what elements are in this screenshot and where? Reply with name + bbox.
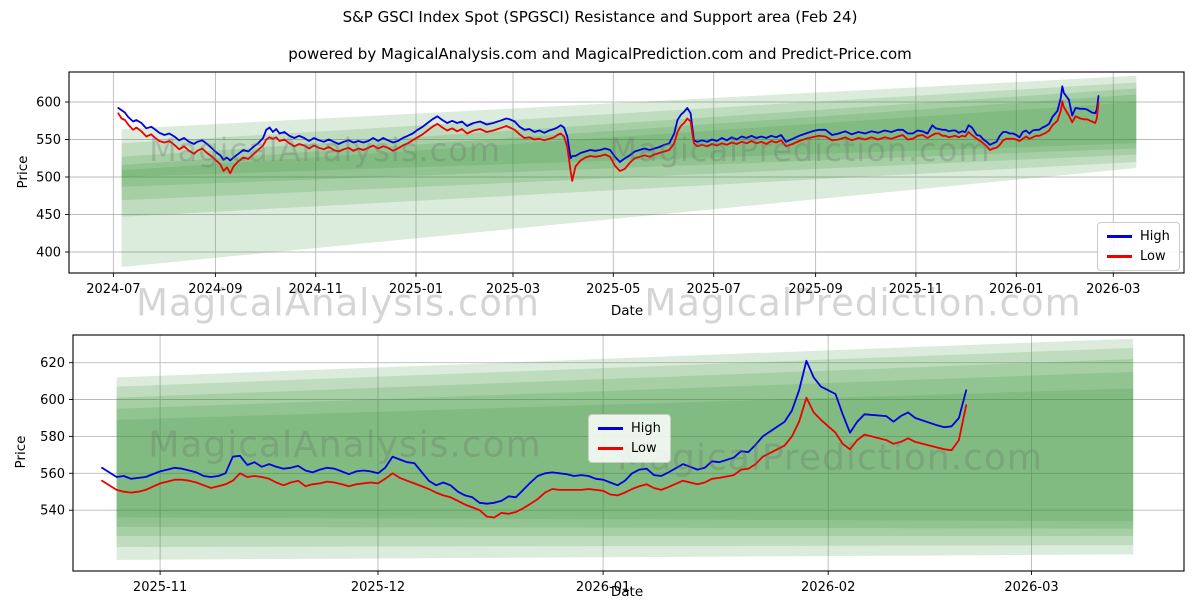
y-tick-label: 600 (40, 393, 65, 408)
x-tick-label: 2024-07 (86, 282, 140, 297)
legend-item-high: High (1107, 229, 1170, 244)
x-tick-label: 2025-11 (889, 282, 943, 297)
y-tick-label: 450 (36, 208, 61, 223)
support-resistance-band (121, 102, 1137, 177)
bottom-chart-legend: High Low (588, 414, 671, 463)
bottom-chart-y-axis-label: Price (13, 435, 29, 469)
low-line-swatch (1107, 255, 1132, 258)
legend-label-high: High (631, 421, 661, 436)
axes-frame (68, 71, 1185, 274)
legend-label-low: Low (1140, 249, 1166, 264)
x-tick-label: 2025-12 (351, 580, 405, 595)
figure-title: S&P GSCI Index Spot (SPGSCI) Resistance … (342, 8, 858, 26)
y-tick-label: 500 (36, 171, 61, 186)
x-tick-label: 2025-05 (586, 282, 640, 297)
low-line-swatch (598, 447, 623, 450)
x-tick-label: 2025-07 (687, 282, 741, 297)
legend-item-low: Low (1107, 249, 1170, 264)
bottom-chart-x-axis-label: Date (610, 584, 644, 600)
x-tick-label: 2025-03 (486, 282, 540, 297)
low-line (117, 100, 1100, 182)
x-tick-label: 2026-02 (801, 580, 855, 595)
low-line (101, 396, 968, 519)
y-tick-label: 550 (36, 133, 61, 148)
top-chart-legend: High Low (1097, 222, 1180, 271)
y-tick-label: 580 (40, 430, 65, 445)
axes-frame (72, 334, 1185, 572)
support-resistance-band (121, 88, 1137, 201)
legend-item-high: High (598, 421, 661, 436)
figure-subtitle: powered by MagicalAnalysis.com and Magic… (288, 45, 912, 63)
support-resistance-band (121, 75, 1137, 267)
support-resistance-band (121, 94, 1137, 187)
top-chart-x-axis-label: Date (610, 303, 644, 319)
x-tick-label: 2026-01 (989, 282, 1043, 297)
top-chart-y-axis-label: Price (15, 155, 31, 189)
y-tick-label: 620 (40, 356, 65, 371)
legend-item-low: Low (598, 441, 661, 456)
legend-label-high: High (1140, 229, 1170, 244)
high-line-swatch (1107, 235, 1132, 238)
x-tick-label: 2026-03 (1086, 282, 1140, 297)
high-line (101, 359, 968, 505)
y-tick-label: 540 (40, 504, 65, 519)
x-tick-label: 2026-01 (576, 580, 630, 595)
x-tick-label: 2026-03 (1004, 580, 1058, 595)
support-resistance-band (121, 82, 1137, 217)
x-tick-label: 2024-11 (289, 282, 343, 297)
x-tick-label: 2024-09 (188, 282, 242, 297)
high-line-swatch (598, 427, 623, 430)
legend-label-low: Low (631, 441, 657, 456)
y-tick-label: 560 (40, 467, 65, 482)
x-tick-label: 2025-11 (133, 580, 187, 595)
x-tick-label: 2025-01 (389, 282, 443, 297)
y-tick-label: 600 (36, 96, 61, 111)
x-tick-label: 2025-09 (788, 282, 842, 297)
y-tick-label: 400 (36, 246, 61, 261)
high-line (117, 85, 1100, 163)
